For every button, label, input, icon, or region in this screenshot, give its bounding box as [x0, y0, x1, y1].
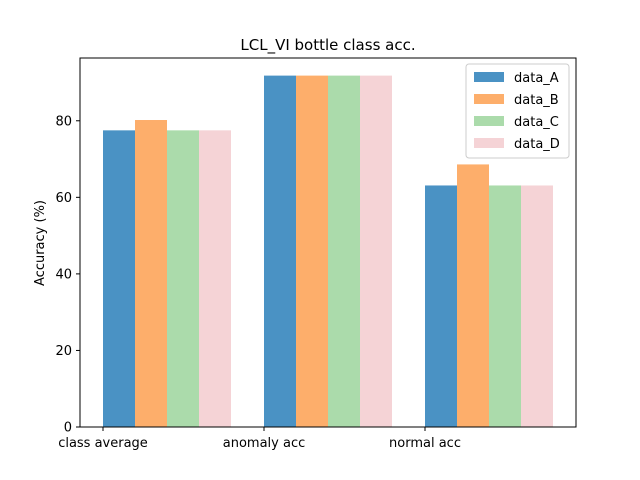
y-tick-label: 0 — [64, 421, 72, 436]
legend-label-data_C: data_C — [514, 115, 559, 130]
y-tick-label: 60 — [55, 191, 72, 206]
y-tick-label: 40 — [55, 267, 72, 282]
bar-data_C-normal-acc — [489, 185, 521, 427]
y-tick-label: 20 — [55, 344, 72, 359]
plot-frame — [79, 57, 577, 428]
legend-label-data_A: data_A — [514, 71, 559, 86]
bar-data_B-normal-acc — [457, 164, 489, 428]
chart-title: LCL_VI bottle class acc. — [240, 36, 415, 55]
y-ticks: 0 20 40 60 80 — [55, 114, 80, 436]
legend-swatch-data_D — [474, 138, 504, 148]
legend-swatch-data_B — [474, 94, 504, 104]
bar-data_D-normal-acc — [521, 185, 553, 427]
x-tick-label: normal acc — [389, 436, 461, 451]
legend-box — [465, 63, 570, 159]
legend-label-data_B: data_B — [514, 93, 559, 108]
bar-data_A-class-average — [103, 130, 135, 427]
bars-layer — [103, 75, 553, 428]
bar-data_D-class-average — [199, 130, 231, 427]
bar-data_C-anomaly-acc — [328, 75, 360, 428]
legend-swatch-data_C — [474, 116, 504, 126]
bar-data_D-anomaly-acc — [360, 75, 392, 428]
bar-data_A-anomaly-acc — [264, 75, 296, 428]
bar-data_C-class-average — [167, 130, 199, 427]
x-tick-label: class average — [58, 436, 148, 451]
legend-swatch-data_A — [474, 72, 504, 82]
bar-data_B-anomaly-acc — [296, 75, 328, 428]
y-axis-label: Accuracy (%) — [33, 200, 48, 286]
bar-data_B-class-average — [135, 120, 167, 427]
legend-label-data_D: data_D — [514, 137, 560, 152]
x-ticks: class average anomaly acc normal acc — [58, 427, 461, 451]
bar-data_A-normal-acc — [425, 185, 457, 427]
legend: data_A data_B data_C data_D — [465, 63, 570, 159]
y-tick-label: 80 — [55, 114, 72, 129]
x-tick-label: anomaly acc — [223, 436, 306, 451]
